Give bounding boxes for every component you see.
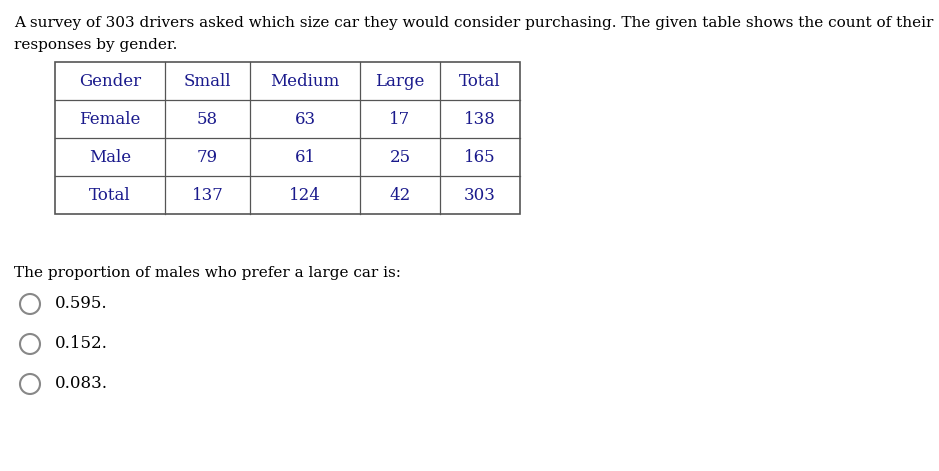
Text: 0.595.: 0.595.	[55, 295, 108, 312]
Text: 61: 61	[295, 148, 316, 165]
Text: A survey of 303 drivers asked which size car they would consider purchasing. The: A survey of 303 drivers asked which size…	[14, 16, 933, 30]
Text: Medium: Medium	[270, 73, 340, 89]
Text: 63: 63	[295, 111, 316, 128]
Text: 0.083.: 0.083.	[55, 375, 108, 392]
Text: 0.152.: 0.152.	[55, 335, 108, 352]
Text: Gender: Gender	[79, 73, 141, 89]
Text: The proportion of males who prefer a large car is:: The proportion of males who prefer a lar…	[14, 266, 401, 280]
Text: 42: 42	[390, 187, 410, 203]
Circle shape	[20, 334, 40, 354]
Text: Small: Small	[184, 73, 231, 89]
Text: 137: 137	[192, 187, 223, 203]
Text: Total: Total	[459, 73, 500, 89]
Bar	[55, 62, 520, 214]
Text: 138: 138	[464, 111, 496, 128]
Text: 17: 17	[390, 111, 410, 128]
Text: 124: 124	[289, 187, 321, 203]
Circle shape	[20, 294, 40, 314]
Text: 79: 79	[197, 148, 218, 165]
Text: Total: Total	[89, 187, 131, 203]
Text: 165: 165	[464, 148, 496, 165]
Text: 58: 58	[197, 111, 218, 128]
Text: Large: Large	[376, 73, 424, 89]
Text: 303: 303	[464, 187, 496, 203]
Circle shape	[20, 374, 40, 394]
Text: 25: 25	[390, 148, 410, 165]
Text: responses by gender.: responses by gender.	[14, 38, 177, 52]
Text: Female: Female	[79, 111, 141, 128]
Text: Male: Male	[89, 148, 131, 165]
